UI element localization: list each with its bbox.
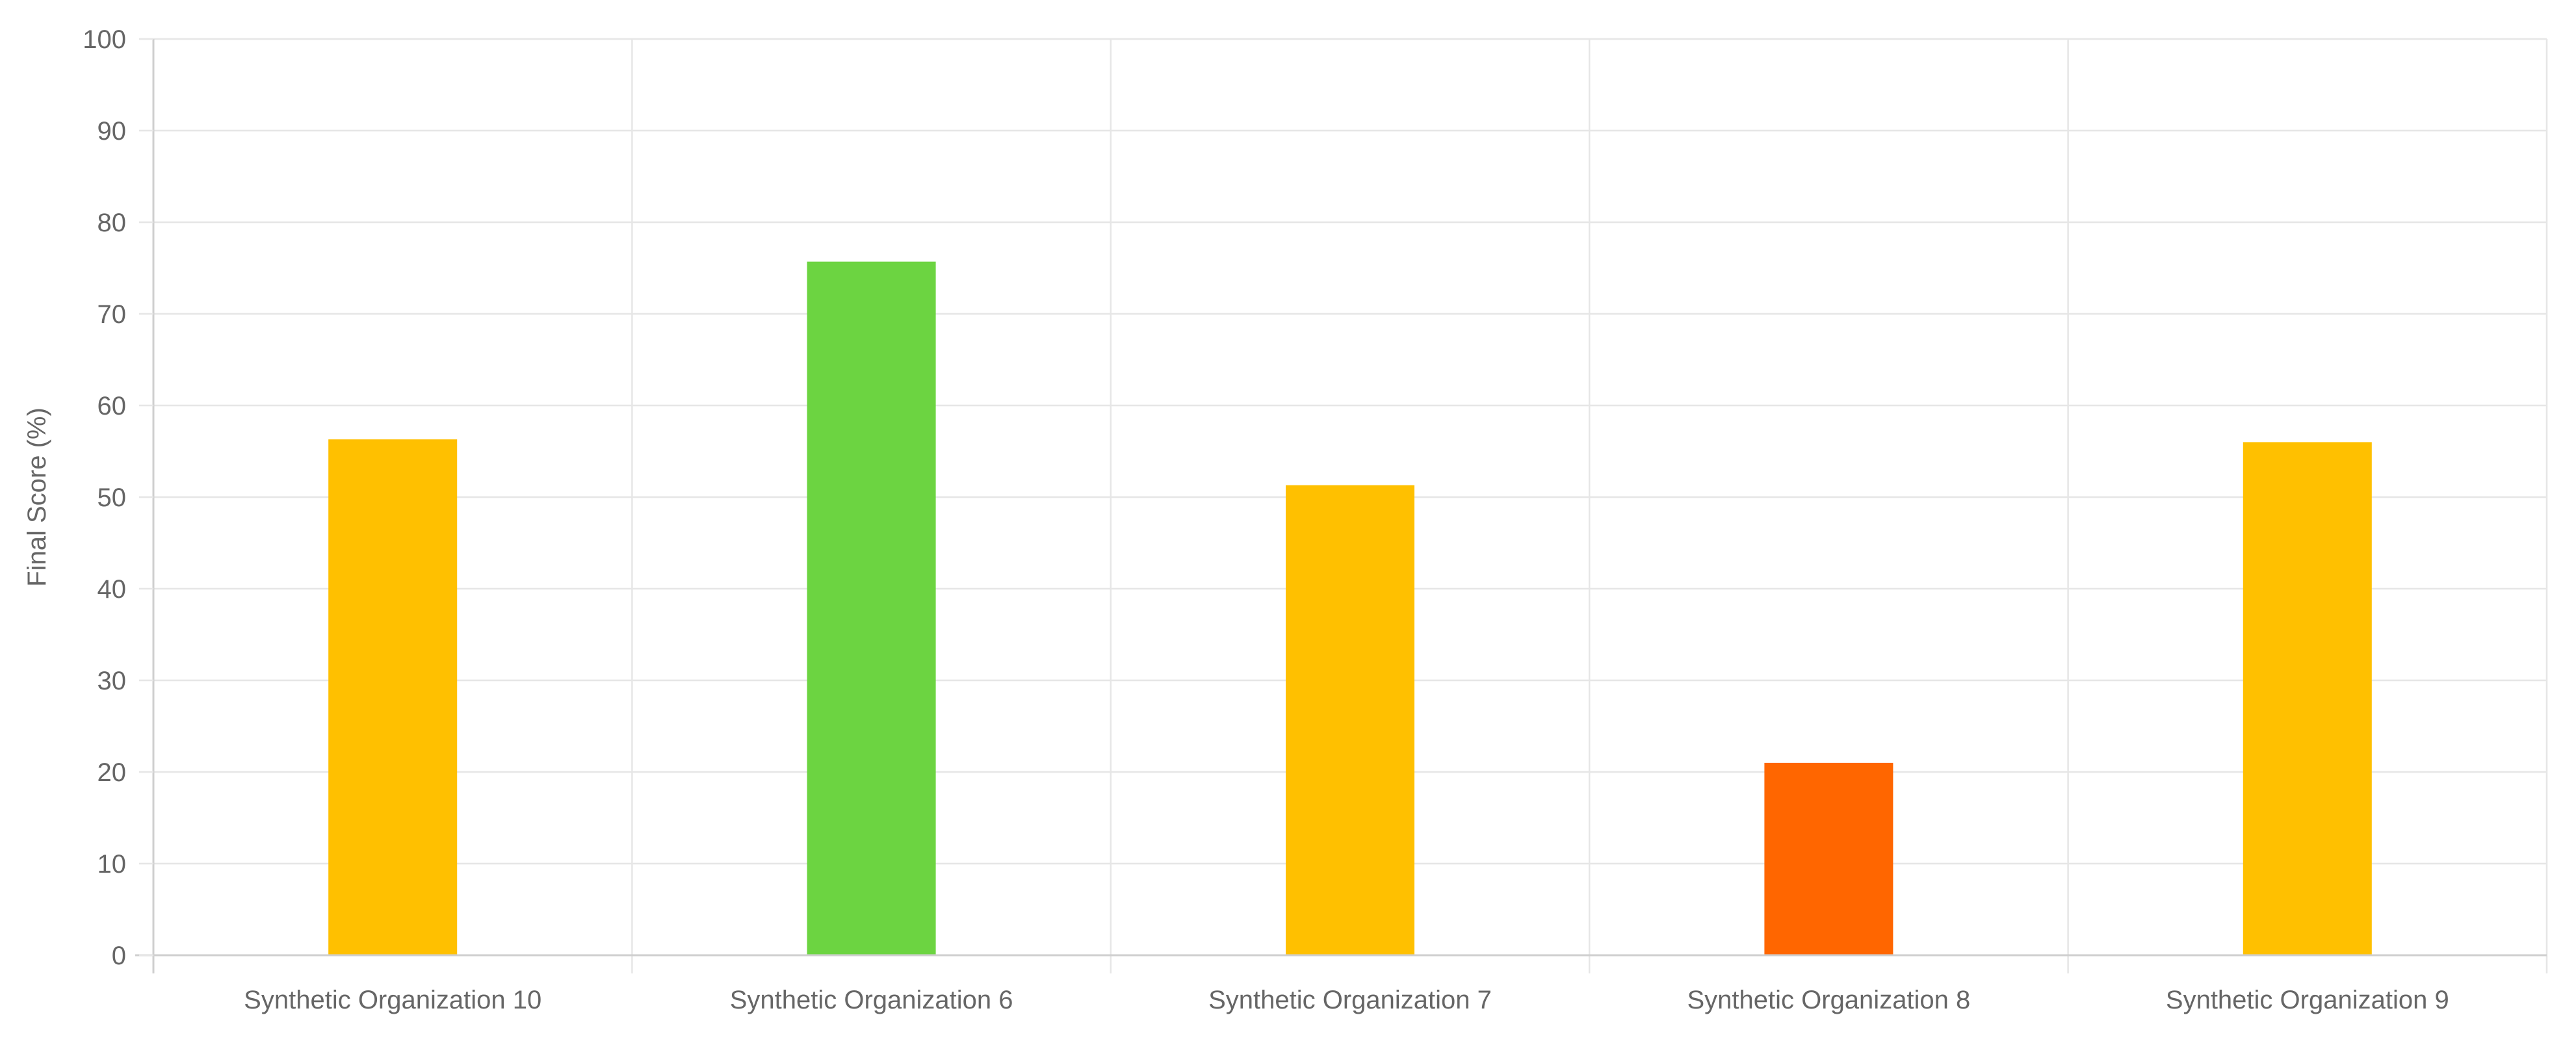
bar[interactable] xyxy=(807,261,936,955)
y-tick-label: 80 xyxy=(98,209,127,237)
y-tick-label: 10 xyxy=(98,850,127,879)
x-tick-label: Synthetic Organization 8 xyxy=(1687,986,1970,1014)
y-tick-label: 100 xyxy=(83,25,126,54)
bar[interactable] xyxy=(1764,762,1893,955)
bars xyxy=(328,261,2372,955)
x-axis-ticks: Synthetic Organization 10 Synthetic Organ… xyxy=(244,986,2449,1014)
bar[interactable] xyxy=(1286,485,1414,955)
y-tick-label: 20 xyxy=(98,758,127,787)
bar[interactable] xyxy=(2243,442,2372,955)
x-tick-label: Synthetic Organization 7 xyxy=(1208,986,1492,1014)
y-tick-label: 0 xyxy=(112,942,126,970)
bar[interactable] xyxy=(328,439,458,955)
x-tick-label: Synthetic Organization 9 xyxy=(2166,986,2449,1014)
x-tick-label: Synthetic Organization 6 xyxy=(730,986,1013,1014)
y-tick-label: 50 xyxy=(98,483,127,512)
y-axis-title: Final Score (%) xyxy=(23,407,51,587)
y-axis-ticks: 0 10 20 30 40 50 60 70 80 90 100 xyxy=(83,25,126,970)
y-tick-label: 30 xyxy=(98,667,127,695)
x-tick-label: Synthetic Organization 10 xyxy=(244,986,541,1014)
axes xyxy=(135,38,2547,973)
y-tick-label: 70 xyxy=(98,300,127,329)
y-tick-label: 60 xyxy=(98,392,127,420)
y-tick-label: 90 xyxy=(98,117,127,146)
y-tick-label: 40 xyxy=(98,575,127,604)
